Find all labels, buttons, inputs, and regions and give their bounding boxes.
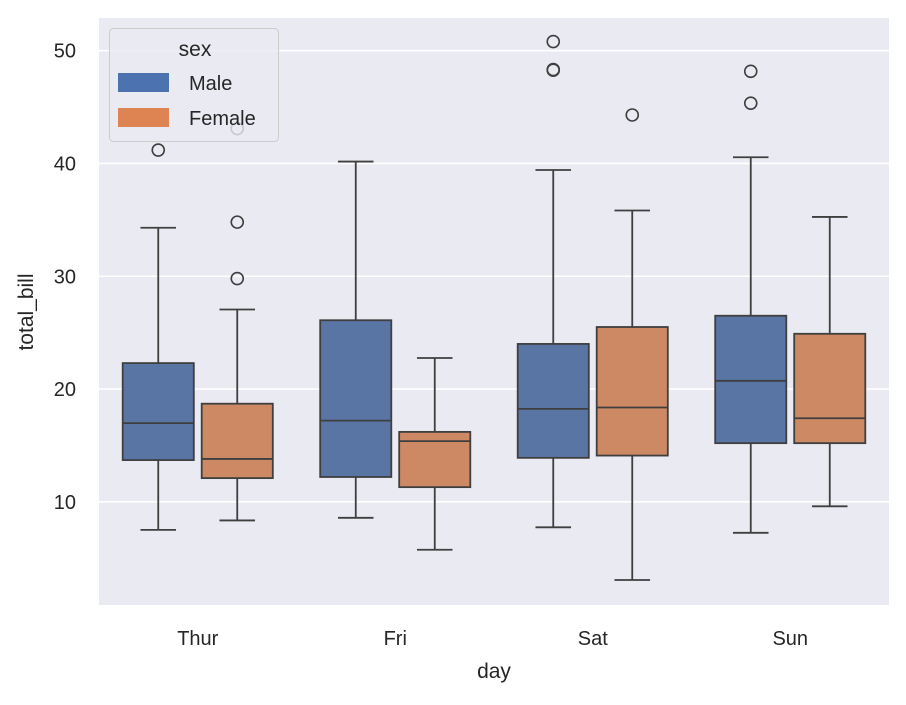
box-group-male-sat	[516, 34, 590, 529]
outlier-male-sun-0	[743, 96, 758, 110]
box-group-female-sat	[595, 108, 669, 581]
y-tick-label-50: 50	[54, 41, 76, 63]
x-axis-label: day	[477, 660, 511, 683]
outlier-male-thur-0	[151, 143, 166, 157]
x-tick-label-sat: Sat	[578, 628, 608, 650]
y-tick-label-10: 10	[54, 492, 76, 514]
legend-swatch-male	[118, 73, 169, 92]
legend-label-male: Male	[189, 73, 232, 95]
box-female-sat	[595, 326, 669, 457]
gridlines	[99, 49, 889, 503]
legend-swatch-female	[118, 108, 169, 127]
outlier-male-sun-1	[743, 64, 758, 79]
x-tick-labels: Thur Fri Sat Sun	[177, 628, 808, 650]
x-tick-label-thur: Thur	[177, 628, 218, 650]
box-male-thur	[121, 362, 195, 461]
box-group-male-sun	[714, 64, 788, 534]
legend-title: sex	[179, 38, 212, 61]
box-group-male-thur	[121, 143, 195, 531]
box-male-sat	[516, 343, 590, 459]
box-group-male-fri	[319, 160, 393, 519]
y-tick-label-40: 40	[54, 153, 76, 175]
x-tick-label-fri: Fri	[384, 628, 407, 650]
box-group-female-fri	[398, 357, 472, 551]
box-group-female-sun	[793, 216, 867, 508]
outlier-female-thur-1	[230, 215, 245, 229]
x-tick-label-sun: Sun	[772, 628, 808, 650]
box-female-fri	[398, 430, 472, 489]
y-tick-label-30: 30	[54, 266, 76, 288]
box-male-sun	[714, 314, 788, 445]
outlier-female-thur-0	[230, 271, 245, 286]
legend: sex Male Female	[109, 28, 279, 142]
y-tick-label-20: 20	[54, 379, 76, 401]
box-group-female-thur	[200, 121, 274, 522]
outlier-female-sat-0	[625, 108, 640, 122]
outlier-male-sat-2	[546, 34, 561, 49]
legend-label-female: Female	[189, 108, 256, 130]
outlier-male-sat-1	[546, 62, 561, 77]
y-axis-label: total_bill	[15, 273, 38, 350]
box-male-fri	[319, 319, 393, 478]
boxes	[121, 34, 867, 581]
box-female-sun	[793, 332, 867, 445]
box-female-thur	[200, 402, 274, 480]
y-tick-labels: 10 20 30 40 50	[54, 41, 76, 514]
